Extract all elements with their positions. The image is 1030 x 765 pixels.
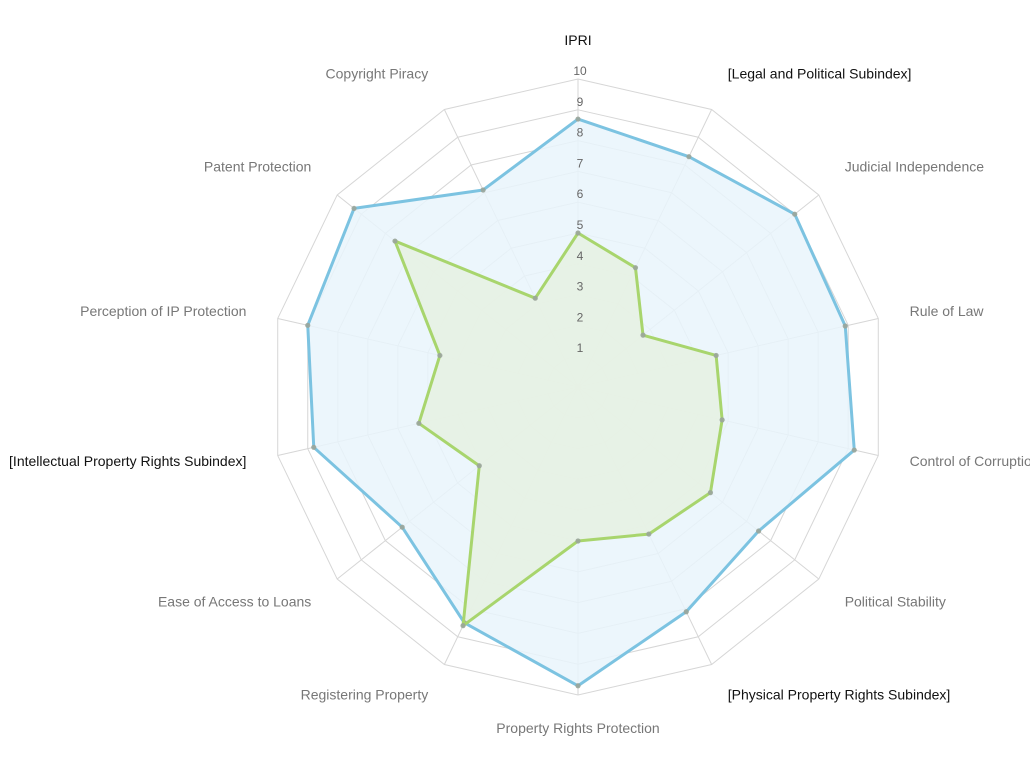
category-label: [Legal and Political Subindex] bbox=[728, 65, 912, 81]
radial-tick-label: 9 bbox=[577, 95, 584, 109]
category-label: IPRI bbox=[564, 32, 591, 48]
category-label: Judicial Independence bbox=[845, 159, 985, 175]
radial-tick-label: 2 bbox=[577, 310, 584, 324]
series-2-point[interactable] bbox=[532, 295, 538, 301]
series-1-point[interactable] bbox=[851, 447, 857, 453]
category-label: Perception of IP Protection bbox=[80, 303, 246, 319]
series-2-point[interactable] bbox=[476, 463, 482, 469]
series-1-point[interactable] bbox=[305, 322, 311, 328]
series-2-point[interactable] bbox=[646, 531, 652, 537]
category-label: Copyright Piracy bbox=[326, 65, 429, 81]
category-label: Ease of Access to Loans bbox=[158, 593, 311, 609]
series-1-point[interactable] bbox=[399, 524, 405, 530]
category-label: [Intellectual Property Rights Subindex] bbox=[9, 453, 246, 469]
category-label: Registering Property bbox=[301, 687, 429, 703]
category-label: Control of Corruption bbox=[910, 453, 1030, 469]
category-label: [Physical Property Rights Subindex] bbox=[728, 687, 951, 703]
series-layer bbox=[305, 116, 857, 689]
radial-tick-label: 6 bbox=[577, 187, 584, 201]
series-1-point[interactable] bbox=[351, 205, 357, 212]
series-area-2 bbox=[394, 233, 723, 626]
series-1-point[interactable] bbox=[756, 528, 762, 534]
radial-tick-label: 4 bbox=[577, 249, 584, 263]
category-label: Rule of Law bbox=[910, 303, 985, 319]
radial-tick-label: 5 bbox=[577, 218, 584, 232]
series-2-point[interactable] bbox=[437, 352, 443, 359]
series-1-point[interactable] bbox=[842, 323, 848, 329]
series-2-point[interactable] bbox=[719, 417, 725, 423]
series-2-point[interactable] bbox=[640, 332, 646, 338]
series-2-point[interactable] bbox=[707, 490, 714, 496]
series-2-point[interactable] bbox=[392, 238, 398, 244]
series-2-point[interactable] bbox=[416, 420, 422, 426]
radial-tick-label: 1 bbox=[577, 341, 584, 355]
radial-tick-label: 10 bbox=[573, 64, 587, 78]
radial-tick-label: 7 bbox=[577, 156, 584, 170]
radial-tick-label: 3 bbox=[577, 280, 584, 294]
series-1-point[interactable] bbox=[686, 154, 692, 160]
series-2-point[interactable] bbox=[575, 230, 581, 236]
series-1-point[interactable] bbox=[480, 187, 486, 193]
series-1-point[interactable] bbox=[683, 609, 689, 615]
category-labels: IPRI [Legal and Political Subindex] Judici… bbox=[9, 32, 1030, 736]
series-2-point[interactable] bbox=[632, 265, 639, 271]
radial-tick-labels: 1 2 3 4 5 6 7 8 9 10 bbox=[573, 64, 587, 355]
series-2-point[interactable] bbox=[460, 623, 466, 629]
series-1-point[interactable] bbox=[575, 116, 581, 122]
category-label: Property Rights Protection bbox=[496, 720, 659, 736]
series-1-point[interactable] bbox=[575, 683, 581, 689]
series-1-point[interactable] bbox=[792, 211, 798, 217]
radial-tick-label: 8 bbox=[577, 126, 584, 140]
category-label: Political Stability bbox=[845, 593, 946, 609]
grid-ring bbox=[277, 78, 879, 696]
series-2-point[interactable] bbox=[713, 352, 719, 359]
series-2-point[interactable] bbox=[575, 538, 581, 544]
series-1-point[interactable] bbox=[311, 444, 317, 450]
category-label: Patent Protection bbox=[204, 159, 311, 175]
